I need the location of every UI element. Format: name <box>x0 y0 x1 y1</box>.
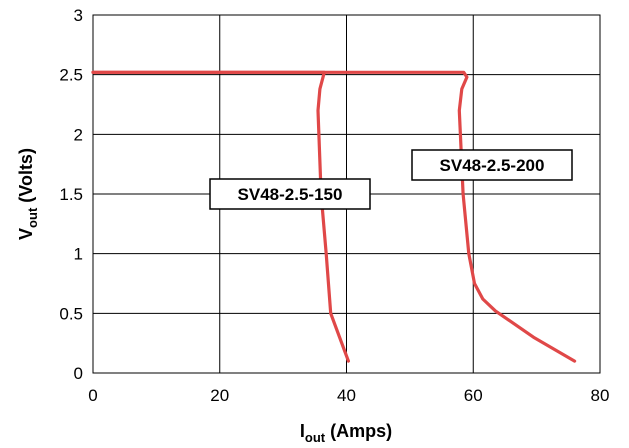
y-axis-title-sub: out <box>25 207 40 228</box>
x-tick-label: 40 <box>337 386 356 405</box>
y-tick-label: 2 <box>74 125 83 144</box>
series-label-text: SV48-2.5-150 <box>238 185 343 204</box>
series-label-text: SV48-2.5-200 <box>440 156 545 175</box>
y-tick-label: 3 <box>74 6 83 25</box>
series-label-1: SV48-2.5-150 <box>209 178 371 210</box>
series-lines <box>91 70 577 363</box>
series-label-box <box>411 149 573 181</box>
y-tick-label: 0.5 <box>59 304 83 323</box>
x-tick-label: 20 <box>210 386 229 405</box>
y-tick-label: 1.5 <box>59 185 83 204</box>
x-tick-labels: 0 20 40 60 80 <box>88 386 609 405</box>
x-tick-label: 0 <box>88 386 97 405</box>
y-axis-title: Vout (Volts) <box>16 148 40 240</box>
x-tick-label: 80 <box>591 386 610 405</box>
series-line-2 <box>91 70 577 363</box>
series-line-1 <box>91 70 350 363</box>
y-tick-label: 1 <box>74 245 83 264</box>
x-axis-title-sub: out <box>305 430 326 445</box>
series-label-2: SV48-2.5-200 <box>411 149 573 181</box>
y-axis-title-rest: (Volts) <box>16 148 36 208</box>
y-tick-labels: 0 0.5 1 1.5 2 2.5 3 <box>59 6 83 383</box>
x-axis-title: Iout (Amps) <box>300 421 392 445</box>
x-tick-label: 60 <box>464 386 483 405</box>
y-tick-label: 2.5 <box>59 66 83 85</box>
series-label-box <box>209 178 371 210</box>
y-axis-title-main: V <box>16 228 36 240</box>
y-tick-label: 0 <box>74 364 83 383</box>
series-labels: SV48-2.5-150 SV48-2.5-200 <box>209 149 573 210</box>
x-axis-title-main: I <box>300 421 305 441</box>
x-axis-title-rest: (Amps) <box>325 421 392 441</box>
